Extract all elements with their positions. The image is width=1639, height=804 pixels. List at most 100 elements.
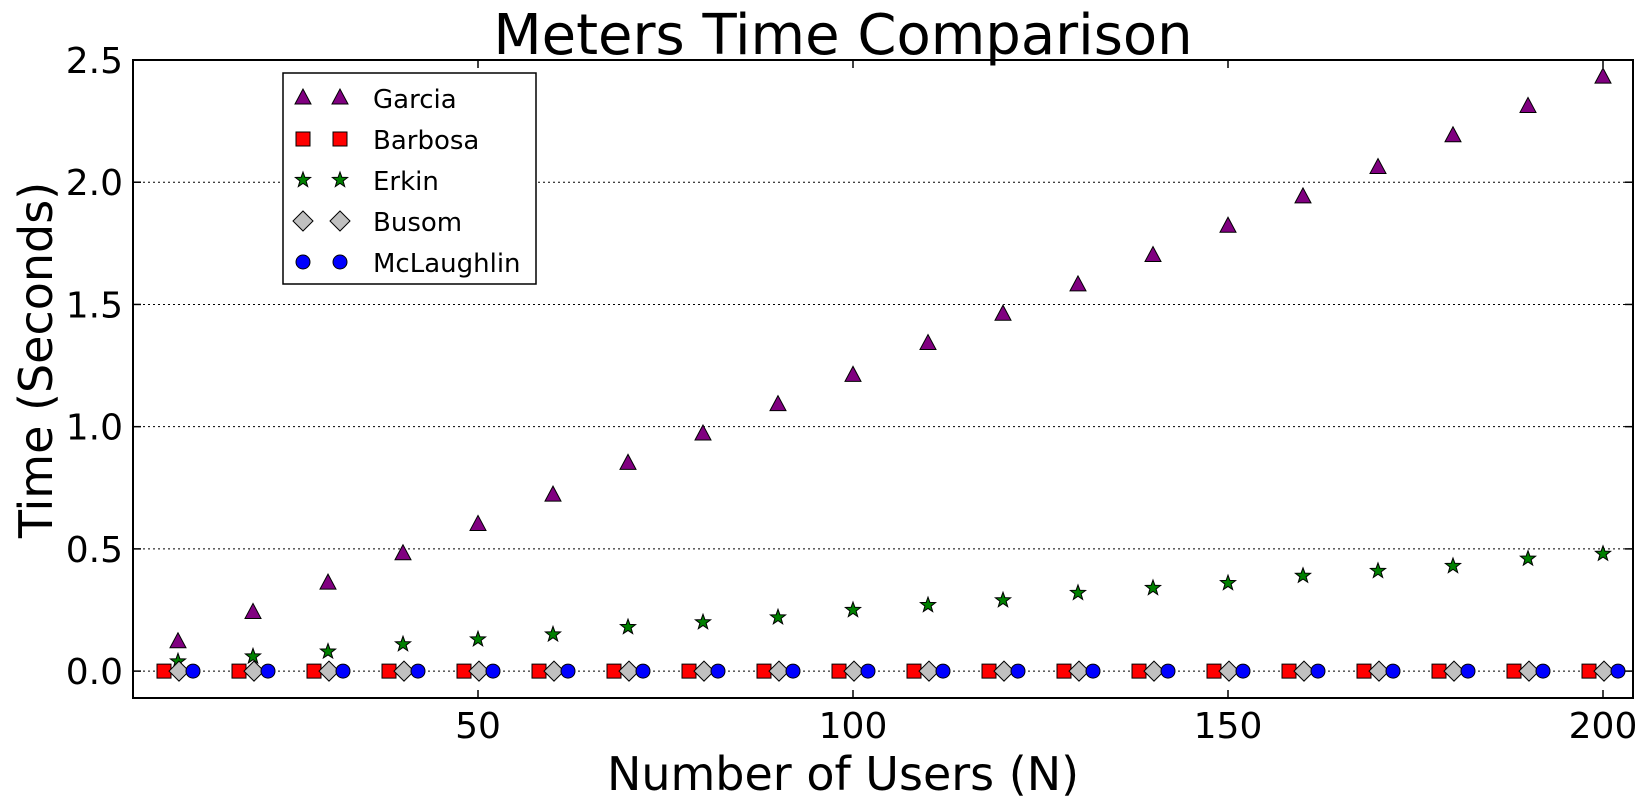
legend-entry: Barbosa — [295, 126, 479, 156]
mclaughlin-point — [1535, 663, 1551, 679]
busom-point — [993, 660, 1015, 682]
mclaughlin-point — [635, 663, 651, 679]
erkin-point — [319, 642, 337, 660]
mclaughlin-point — [1010, 663, 1026, 679]
garcia-point — [169, 631, 187, 649]
legend-label: Barbosa — [373, 126, 479, 156]
busom-point — [168, 660, 190, 682]
legend-marker — [332, 131, 348, 147]
mclaughlin-point — [560, 663, 576, 679]
legend-marker — [332, 254, 348, 270]
erkin-point — [244, 646, 262, 665]
busom-point — [693, 660, 715, 682]
erkin-point — [1369, 561, 1387, 579]
legend-label: Busom — [373, 208, 462, 238]
busom-point — [1143, 660, 1165, 682]
erkin-point — [844, 600, 862, 618]
busom-point — [1293, 660, 1315, 682]
mclaughlin-point — [1610, 663, 1626, 679]
erkin-point — [693, 612, 713, 630]
garcia-point — [244, 602, 262, 619]
legend-marker — [292, 210, 314, 232]
erkin-point — [1294, 566, 1312, 584]
y-tick-label: 1.0 — [66, 408, 123, 449]
garcia-point — [1294, 186, 1312, 204]
erkin-point — [544, 624, 562, 643]
legend-label: McLaughlin — [373, 249, 521, 279]
legend: Garcia Barbosa Erkin Busom McLaughlin — [282, 72, 537, 285]
plot-frame — [132, 59, 1634, 699]
busom-point — [318, 660, 340, 682]
erkin-point — [469, 629, 487, 648]
garcia-point — [319, 573, 337, 590]
legend-marker — [331, 170, 349, 188]
y-tick-label: 2.5 — [66, 41, 123, 82]
y-tick-label: 1.5 — [66, 285, 123, 326]
garcia-point — [1594, 67, 1612, 84]
x-tick-label: 100 — [819, 706, 888, 747]
garcia-point — [469, 514, 487, 531]
garcia-point — [1369, 157, 1387, 175]
legend-box — [282, 72, 537, 285]
busom-point — [543, 660, 565, 682]
legend-label: Garcia — [373, 85, 457, 115]
garcia-point — [1219, 216, 1237, 233]
legend-marker — [295, 254, 311, 270]
busom-point — [393, 660, 415, 682]
garcia-point — [994, 304, 1012, 321]
mclaughlin-point — [785, 663, 801, 679]
series-busom — [168, 660, 1615, 682]
garcia-point — [544, 485, 562, 502]
erkin-point — [769, 607, 787, 626]
legend-entry: Garcia — [294, 85, 457, 115]
busom-point — [618, 660, 640, 682]
busom-point — [918, 660, 940, 682]
erkin-point — [1519, 549, 1537, 567]
erkin-point — [1594, 544, 1612, 562]
busom-point — [768, 660, 790, 682]
mclaughlin-point — [860, 663, 876, 679]
legend-marker — [295, 131, 311, 147]
legend-label: Erkin — [373, 167, 439, 197]
x-tick-label: 150 — [1194, 706, 1263, 747]
busom-point — [1518, 660, 1540, 682]
busom-point — [1593, 660, 1615, 682]
mclaughlin-point — [260, 663, 276, 679]
mclaughlin-point — [1385, 663, 1401, 679]
busom-point — [1218, 660, 1240, 682]
x-tick-label: 200 — [1569, 706, 1638, 747]
x-axis-label: Number of Users (N) — [607, 747, 1079, 801]
garcia-point — [919, 333, 937, 351]
mclaughlin-point — [185, 663, 201, 679]
erkin-point — [993, 590, 1013, 608]
garcia-point — [844, 365, 862, 382]
mclaughlin-point — [710, 663, 726, 679]
busom-point — [1443, 660, 1465, 682]
mclaughlin-point — [1160, 663, 1176, 679]
mclaughlin-point — [335, 663, 351, 679]
erkin-point — [619, 617, 637, 635]
erkin-point — [1219, 573, 1237, 591]
chart-title: Meters Time Comparison — [493, 3, 1192, 68]
series-garcia — [169, 67, 1612, 649]
legend-entry: Erkin — [294, 167, 439, 197]
y-tick-label: 0.5 — [66, 530, 123, 571]
legend-marker — [331, 87, 349, 105]
x-tick-label: 50 — [455, 706, 501, 747]
garcia-point — [694, 423, 712, 441]
y-tick-label: 2.0 — [66, 163, 123, 204]
erkin-point — [1444, 556, 1462, 574]
series-mclaughlin — [185, 663, 1626, 679]
busom-point — [1068, 660, 1090, 682]
mclaughlin-point — [485, 663, 501, 679]
garcia-point — [1144, 245, 1162, 263]
garcia-point — [1519, 96, 1537, 113]
mclaughlin-point — [1085, 663, 1101, 679]
garcia-point — [769, 394, 787, 412]
legend-marker — [294, 87, 312, 105]
busom-point — [843, 660, 865, 682]
erkin-point — [1144, 578, 1162, 596]
series-erkin — [169, 544, 1612, 670]
garcia-point — [619, 453, 637, 470]
